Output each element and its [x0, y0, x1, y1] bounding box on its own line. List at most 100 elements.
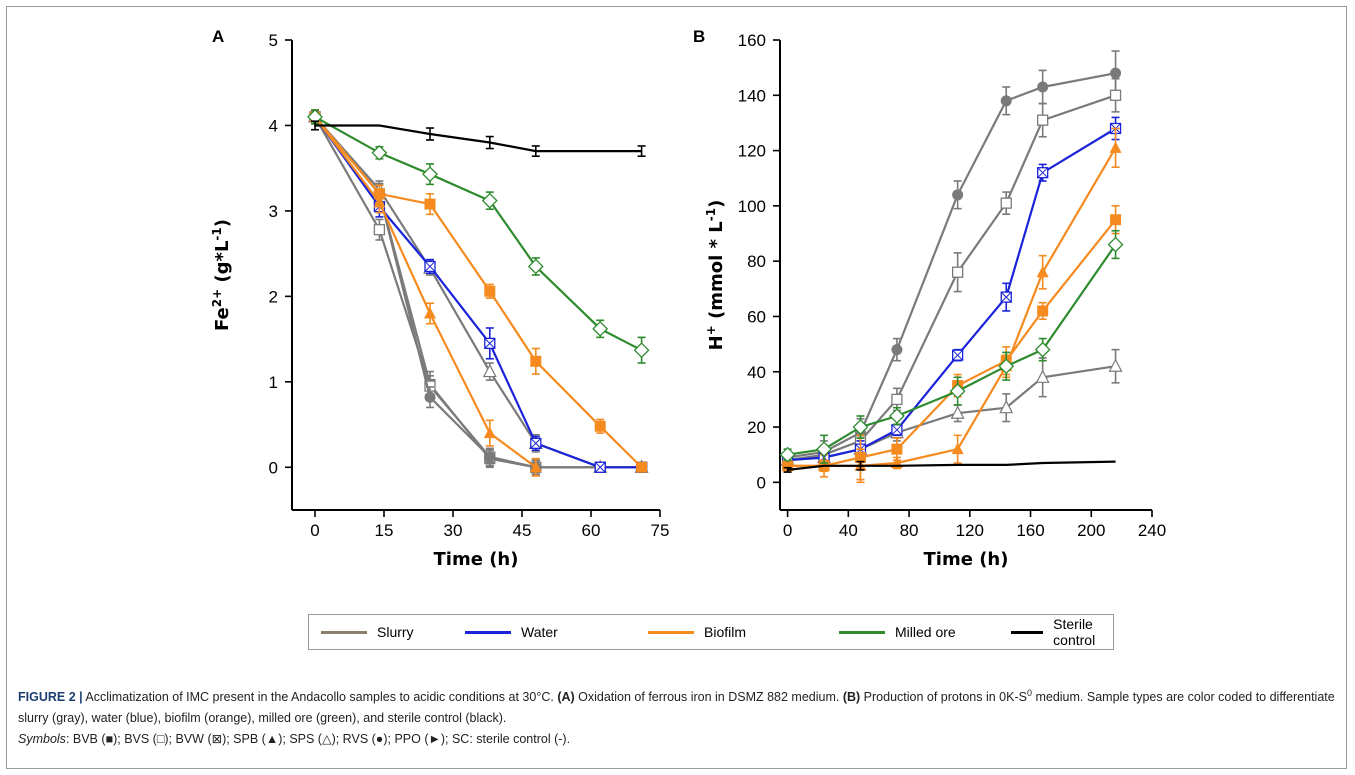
series-line	[787, 219, 1117, 467]
data-point	[373, 188, 385, 200]
data-point	[816, 441, 832, 458]
data-point	[633, 342, 650, 359]
series-bvb-biofilm	[309, 109, 648, 473]
caption-text-4: medium. Sample types are color coded to …	[18, 690, 1335, 726]
data-point	[530, 355, 542, 367]
x-tick-label: 0	[783, 521, 792, 540]
series-ppo-milled-ore	[779, 229, 1124, 464]
data-point	[424, 391, 436, 403]
panel-letter: A	[212, 27, 224, 46]
caption-symbols-text: : BVB (■); BVS (□); BVW (⊠); SPB (▲); SP…	[65, 732, 571, 747]
data-point	[891, 443, 903, 455]
caption-text-1: Acclimatization of IMC present in the An…	[82, 690, 558, 705]
series-spb-biofilm	[309, 109, 542, 477]
legend-label: Biofilm	[704, 624, 747, 640]
chart-panel-b: B 0 20 40 60 80 100 120 140 160 0 40 80 120 160 200 240 T…	[693, 27, 1166, 570]
data-point-cross	[952, 349, 964, 361]
y-axis-title-superscript: +	[704, 325, 718, 335]
data-point	[951, 266, 964, 278]
series-line	[314, 116, 642, 469]
data-point	[998, 358, 1015, 375]
legend-label: Slurry	[377, 624, 414, 640]
series-spb-biofilm	[781, 127, 1122, 484]
series-line	[787, 243, 1117, 456]
data-point	[950, 405, 965, 419]
caption-sup: 0	[1026, 688, 1032, 698]
y-axis-title-superscript: -1	[210, 227, 224, 240]
x-tick-label: 30	[444, 521, 463, 540]
x-axis-title: Time (h)	[434, 549, 519, 570]
data-point	[527, 258, 544, 275]
series-line	[314, 116, 643, 469]
caption-a-label: (A)	[557, 690, 575, 705]
data-point	[999, 399, 1014, 414]
data-point	[529, 460, 542, 473]
y-axis-title-part: (g*L	[212, 241, 233, 289]
series-line	[314, 116, 642, 469]
series-bvb-slurry	[309, 109, 648, 475]
legend-label: Sterile control	[1053, 616, 1096, 648]
data-point	[592, 320, 609, 337]
series-sc-sterile-control	[783, 460, 1116, 473]
data-point	[952, 189, 964, 201]
y-axis-title-superscript: 2+	[210, 289, 224, 307]
x-tick-label: 240	[1138, 521, 1166, 540]
data-point	[891, 344, 903, 356]
data-point-cross	[424, 261, 436, 272]
y-tick-label: 60	[747, 307, 766, 326]
y-tick-label: 5	[269, 31, 278, 50]
data-point	[1109, 89, 1122, 101]
data-point	[1037, 81, 1049, 93]
data-point-cross	[1000, 291, 1012, 303]
series-line	[314, 116, 642, 469]
y-tick-label: 3	[269, 202, 278, 221]
legend-label: Water	[521, 624, 558, 640]
data-point	[1037, 114, 1049, 126]
series-line	[314, 116, 642, 469]
panel-letter: B	[693, 27, 705, 46]
data-point	[1110, 67, 1122, 79]
x-tick-label: 200	[1077, 521, 1105, 540]
data-point-cross	[594, 461, 606, 473]
series-bvb-biofilm	[782, 205, 1122, 481]
x-tick-label: 60	[582, 521, 601, 540]
x-tick-label: 160	[1016, 521, 1044, 540]
x-tick-label: 80	[900, 521, 919, 540]
data-point	[1000, 197, 1012, 209]
legend-item-slurry: Slurry	[321, 615, 414, 649]
caption-symbols-label: Symbols	[18, 732, 66, 747]
data-point	[422, 166, 438, 183]
legend-swatch	[648, 630, 694, 634]
y-axis-title-part: (mmol * L	[706, 221, 727, 325]
series-line	[787, 127, 1117, 462]
data-point	[481, 192, 498, 209]
y-axis-title-part: )	[212, 219, 233, 227]
series-line	[314, 116, 642, 469]
data-point	[1110, 214, 1122, 226]
data-point	[949, 383, 966, 400]
y-tick-label: 160	[738, 31, 766, 50]
series-line	[787, 460, 1116, 471]
series-line	[315, 124, 642, 153]
data-point	[1034, 341, 1051, 358]
x-tick-label: 0	[310, 521, 319, 540]
legend-swatch	[321, 630, 367, 634]
data-point	[1108, 358, 1123, 372]
data-point	[891, 393, 903, 406]
legend-item-milled-ore: Milled ore	[839, 615, 956, 649]
data-point	[424, 306, 436, 319]
series-line	[787, 94, 1116, 462]
legend-item-biofilm: Biofilm	[648, 615, 746, 649]
data-point	[483, 426, 496, 439]
data-point	[371, 144, 388, 161]
y-axis-title: Fe2+ (g*L-1)	[210, 219, 233, 331]
x-tick-label: 45	[513, 521, 532, 540]
data-point	[779, 446, 796, 463]
y-tick-label: 120	[738, 142, 766, 161]
series-line	[787, 72, 1116, 459]
data-point-cross	[530, 437, 542, 449]
y-tick-label: 20	[747, 418, 766, 437]
data-point	[636, 461, 648, 473]
y-tick-label: 40	[747, 363, 766, 382]
y-tick-label: 0	[269, 458, 278, 477]
